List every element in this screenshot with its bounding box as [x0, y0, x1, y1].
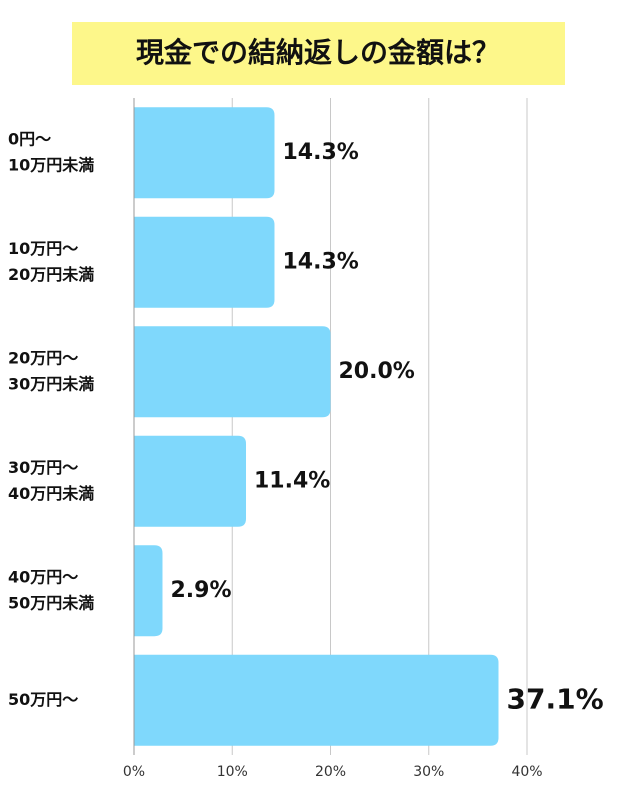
bar	[134, 216, 275, 308]
value-label: 37.1%	[507, 682, 604, 715]
y-tick-label: 50万円未満	[8, 593, 94, 612]
x-tick-label: 0%	[123, 764, 145, 780]
bar	[134, 435, 247, 527]
y-tick-label: 30万円未満	[8, 374, 94, 393]
value-label: 11.4%	[254, 468, 330, 493]
value-label: 14.3%	[282, 249, 358, 274]
bar	[134, 107, 275, 199]
y-tick-label: 40万円～	[8, 567, 78, 586]
bar	[134, 326, 331, 418]
y-tick-label: 50万円～	[8, 690, 78, 709]
y-tick-label: 30万円～	[8, 458, 78, 477]
value-label: 20.0%	[339, 359, 415, 384]
bar	[134, 545, 163, 637]
x-tick-label: 30%	[413, 764, 444, 780]
x-tick-label: 10%	[217, 764, 248, 780]
value-label: 14.3%	[282, 140, 358, 165]
y-tick-label: 20万円未満	[8, 265, 94, 284]
bar	[134, 654, 499, 746]
y-tick-label: 40万円未満	[8, 484, 94, 503]
value-label: 2.9%	[170, 578, 231, 603]
y-tick-label: 20万円～	[8, 348, 78, 367]
x-tick-label: 20%	[315, 764, 346, 780]
y-tick-label: 0円～	[8, 129, 51, 148]
y-tick-label: 10万円～	[8, 239, 78, 258]
title-box	[72, 22, 565, 85]
chart-title: 現金での結納返しの金額は？	[136, 36, 500, 69]
x-tick-label: 40%	[511, 764, 542, 780]
y-tick-label: 10万円未満	[8, 155, 94, 174]
